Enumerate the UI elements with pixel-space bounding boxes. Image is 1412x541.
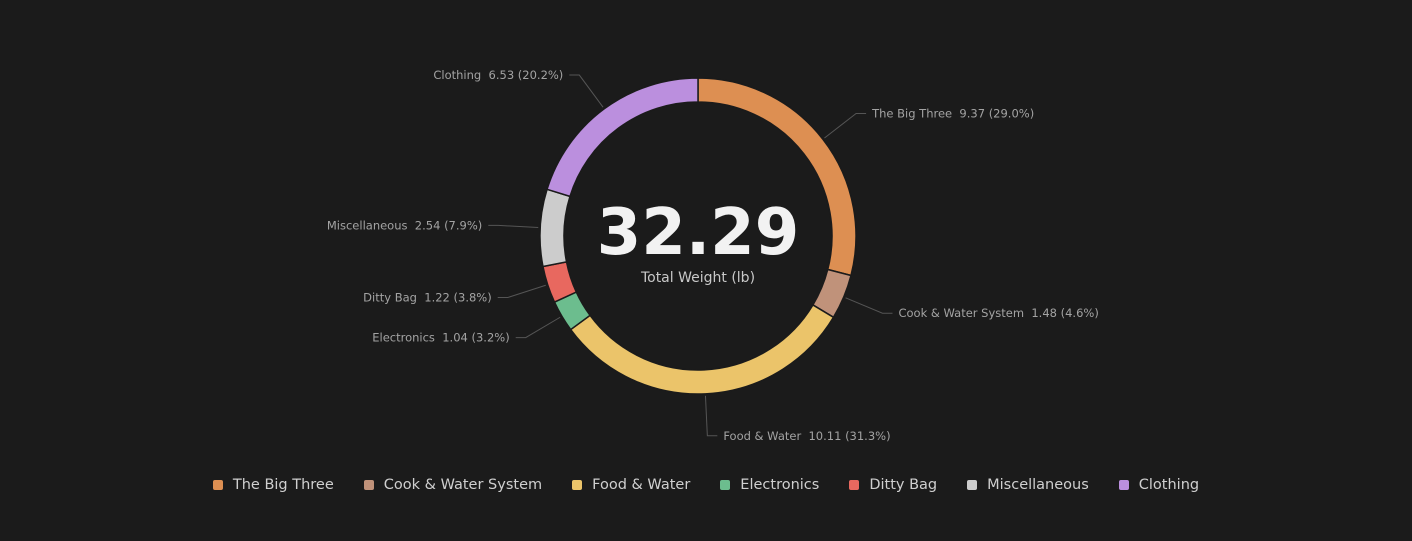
chart-legend: The Big Three Cook & Water System Food & W…	[0, 477, 1412, 493]
center-total-label: Total Weight (lb)	[640, 270, 755, 286]
leader-line	[824, 113, 867, 139]
legend-label: Miscellaneous	[987, 477, 1089, 493]
slice-label: Clothing 6.53 (20.2%)	[433, 68, 563, 82]
legend-item[interactable]: Miscellaneous	[967, 477, 1089, 493]
donut-slices	[539, 77, 857, 395]
legend-label: The Big Three	[232, 477, 334, 493]
legend-swatch	[849, 480, 860, 490]
center-total-value: 32.29	[597, 196, 799, 270]
slice-food-water[interactable]	[569, 303, 835, 395]
legend-label: Electronics	[740, 477, 820, 493]
legend-label: Cook & Water System	[383, 477, 543, 493]
leader-line	[569, 74, 604, 108]
legend-item[interactable]: Ditty Bag	[849, 477, 937, 493]
legend-swatch	[363, 480, 374, 490]
leader-line	[515, 316, 561, 339]
slice-miscellaneous[interactable]	[539, 188, 571, 268]
legend-item[interactable]: Electronics	[720, 477, 819, 493]
legend-label: Food & Water	[592, 477, 691, 493]
legend-swatch	[1118, 480, 1129, 490]
leader-line	[704, 395, 718, 437]
legend-item[interactable]: The Big Three	[212, 477, 334, 493]
legend-label: Clothing	[1138, 477, 1200, 493]
slice-clothing[interactable]	[546, 77, 699, 198]
slice-labels: The Big Three 9.37 (29.0%) Cook & Water S…	[327, 68, 1099, 443]
legend-swatch	[967, 480, 978, 490]
legend-label: Ditty Bag	[869, 477, 938, 493]
leader-line	[488, 224, 539, 229]
legend-swatch	[212, 480, 223, 490]
slice-label: Electronics 1.04 (3.2%)	[372, 331, 509, 345]
slice-label: The Big Three 9.37 (29.0%)	[871, 107, 1034, 121]
slice-label: Miscellaneous 2.54 (7.9%)	[327, 218, 482, 232]
legend-item[interactable]: Cook & Water System	[363, 477, 543, 493]
leader-line	[497, 284, 546, 299]
slice-label: Ditty Bag 1.22 (3.8%)	[363, 291, 492, 305]
legend-item[interactable]: Food & Water	[572, 477, 690, 493]
slice-label: Food & Water 10.11 (31.3%)	[723, 429, 890, 443]
leader-lines	[488, 74, 893, 437]
legend-item[interactable]: Clothing	[1118, 477, 1200, 493]
slice-label: Cook & Water System 1.48 (4.6%)	[898, 306, 1098, 320]
leader-line	[845, 297, 893, 314]
legend-swatch	[572, 480, 583, 490]
legend-swatch	[720, 480, 731, 490]
